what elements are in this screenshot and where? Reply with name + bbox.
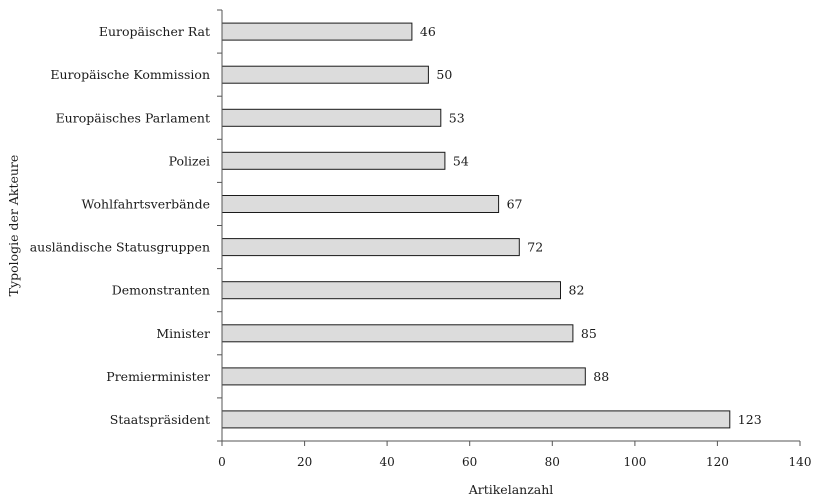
bar-wohlfahrtsverbände <box>221 195 500 213</box>
value-labels: 46 50 53 54 67 72 82 85 88 123 <box>420 24 762 427</box>
bars-group <box>221 22 731 429</box>
y-axis-title: Typologie der Akteure <box>6 155 21 297</box>
bar-minister <box>221 324 574 343</box>
value-label-wohlfahrtsverbände: 67 <box>507 197 523 212</box>
bar-europäische-kommission <box>221 65 429 84</box>
x-tick-label-60: 60 <box>462 455 477 469</box>
category-label-europäische-kommission: Europäische Kommission <box>50 67 210 82</box>
category-label-demonstranten: Demonstranten <box>112 283 210 298</box>
x-axis-ticks: 0 20 40 60 80 100 120 140 <box>218 441 811 469</box>
category-label-polizei: Polizei <box>169 153 210 168</box>
value-label-europäische-kommission: 50 <box>436 67 452 82</box>
value-label-europäischer-rat: 46 <box>420 24 436 39</box>
value-label-ausländische-statusgruppen: 72 <box>527 240 543 255</box>
value-label-polizei: 54 <box>453 153 469 168</box>
x-tick-label-140: 140 <box>789 455 812 469</box>
category-label-europäisches-parlament: Europäisches Parlament <box>56 110 210 125</box>
category-label-premierminister: Premierminister <box>106 369 210 384</box>
bar-polizei <box>221 151 446 170</box>
x-tick-label-100: 100 <box>623 455 646 469</box>
x-tick-label-0: 0 <box>218 455 226 469</box>
bar-europäischer-rat <box>221 22 413 41</box>
x-tick-label-40: 40 <box>379 455 394 469</box>
x-axis-title: Artikelanzahl <box>468 482 554 497</box>
value-label-demonstranten: 82 <box>569 283 585 298</box>
value-label-staatspräsident: 123 <box>738 412 762 427</box>
x-tick-label-80: 80 <box>545 455 560 469</box>
value-label-europäisches-parlament: 53 <box>449 110 465 125</box>
bar-europäisches-parlament <box>221 108 442 127</box>
bar-ausländische-statusgruppen <box>221 238 520 257</box>
value-label-minister: 85 <box>581 326 597 341</box>
x-tick-label-120: 120 <box>706 455 729 469</box>
bar-demonstranten <box>221 281 561 300</box>
bar-staatspräsident <box>221 410 731 429</box>
category-label-ausländische-statusgruppen: ausländische Statusgruppen <box>30 240 210 255</box>
category-label-staatspräsident: Staatspräsident <box>110 412 210 427</box>
category-label-minister: Minister <box>156 326 210 341</box>
x-tick-label-20: 20 <box>297 455 312 469</box>
value-label-premierminister: 88 <box>593 369 609 384</box>
category-labels: Europäischer Rat Europäische Kommission Eu… <box>30 24 210 427</box>
bar-premierminister <box>221 367 586 386</box>
category-label-wohlfahrtsverbände: Wohlfahrtsverbände <box>82 197 210 212</box>
category-label-europäischer-rat: Europäischer Rat <box>99 24 210 39</box>
